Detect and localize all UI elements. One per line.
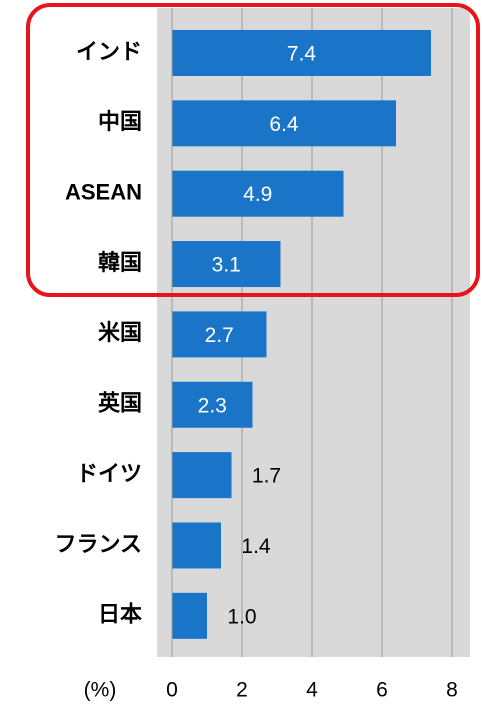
y-tick-label: ASEAN <box>65 180 142 205</box>
y-tick-label: 中国 <box>98 109 142 134</box>
highlight-box <box>26 3 480 297</box>
value-label: 7.4 <box>287 43 317 66</box>
bar <box>172 381 253 428</box>
bar <box>172 452 232 499</box>
bar <box>172 592 207 639</box>
x-tick-label: 6 <box>376 679 388 702</box>
y-tick-label: フランス <box>54 531 142 556</box>
bar <box>172 241 281 288</box>
x-tick-label: 4 <box>306 679 318 702</box>
bar <box>172 100 396 147</box>
y-tick-label: インド <box>76 39 142 64</box>
x-tick-label: 2 <box>236 679 248 702</box>
bar <box>172 29 431 76</box>
y-tick-label: ドイツ <box>76 461 142 486</box>
value-label: 4.9 <box>243 183 272 206</box>
bar <box>172 170 344 217</box>
value-label: 1.0 <box>227 605 256 628</box>
bar <box>172 522 221 569</box>
y-tick-label: 米国 <box>98 320 142 345</box>
bar <box>172 311 267 358</box>
value-label: 2.7 <box>205 324 234 347</box>
y-tick-label: 日本 <box>98 602 142 627</box>
value-label: 6.4 <box>269 113 299 136</box>
y-tick-label: 英国 <box>98 391 142 416</box>
marks: 7.4 6.4 4.9 3.1 2.7 2.3 1.7 1.4 1.0 <box>171 8 453 657</box>
x-axis-label: (%) <box>84 679 117 702</box>
y-tick-label: 韓国 <box>98 250 142 275</box>
x-tick-label: 8 <box>446 679 458 702</box>
value-label: 1.7 <box>252 465 281 488</box>
value-label: 3.1 <box>212 254 241 277</box>
value-label: 1.4 <box>241 535 271 558</box>
value-label: 2.3 <box>198 394 227 417</box>
x-tick-label: 0 <box>166 679 178 702</box>
